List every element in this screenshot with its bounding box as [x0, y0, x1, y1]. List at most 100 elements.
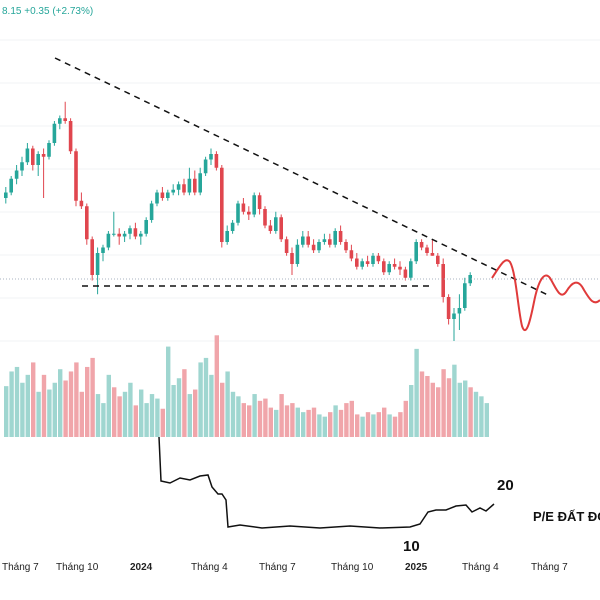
- volume-bar: [279, 394, 284, 437]
- candle-body: [68, 121, 73, 152]
- x-tick-label: Tháng 10: [331, 562, 374, 573]
- volume-bar: [166, 346, 171, 437]
- candle-body: [344, 242, 348, 251]
- volume-bar: [68, 371, 74, 437]
- candle: [193, 170, 197, 196]
- volume-bar: [452, 364, 457, 437]
- candle-body: [101, 247, 105, 253]
- candle: [398, 261, 402, 275]
- candle: [371, 253, 375, 267]
- candle-body: [322, 239, 327, 242]
- candle: [306, 231, 310, 248]
- volume-bar: [14, 366, 20, 437]
- candle: [25, 143, 30, 165]
- volume-bar: [203, 357, 209, 437]
- candle-body: [274, 217, 278, 231]
- candle-body: [14, 170, 19, 179]
- volume-bar: [290, 403, 295, 437]
- candle: [155, 189, 159, 207]
- pe-low-label: 10: [403, 538, 420, 555]
- candle: [122, 231, 127, 242]
- volume-bar: [171, 385, 176, 437]
- candle: [463, 277, 467, 311]
- candle-body: [241, 203, 246, 212]
- candle-body: [155, 192, 159, 204]
- candle: [101, 244, 105, 262]
- candle: [225, 225, 229, 245]
- candle: [58, 115, 62, 130]
- candle-body: [355, 258, 359, 267]
- candle-body: [112, 233, 116, 235]
- candle: [230, 220, 235, 234]
- candle-body: [365, 261, 370, 264]
- volume-bar: [144, 403, 149, 437]
- candle-body: [85, 206, 89, 240]
- candle-body: [425, 247, 429, 253]
- candle: [322, 233, 327, 245]
- candle-body: [9, 178, 13, 193]
- candle-body: [117, 233, 121, 237]
- volume-bar: [247, 405, 252, 437]
- volume-bar: [387, 414, 392, 437]
- candle: [344, 239, 348, 253]
- volume-bar: [333, 405, 338, 437]
- candle-body: [90, 239, 94, 275]
- candle-body: [31, 148, 35, 165]
- volume-bar: [419, 371, 425, 437]
- candle: [409, 258, 413, 281]
- candle: [139, 231, 143, 245]
- candle-body: [41, 154, 46, 157]
- candle: [198, 167, 202, 196]
- volume-bar: [122, 391, 128, 437]
- candle-body: [441, 264, 445, 297]
- candle-body: [446, 297, 451, 319]
- candle-body: [106, 233, 111, 248]
- candle: [68, 118, 73, 154]
- volume-bar: [20, 382, 25, 437]
- candle-body: [4, 192, 8, 198]
- candle: [209, 148, 213, 165]
- volume-bar: [436, 387, 441, 437]
- candle: [349, 244, 354, 262]
- volume-bar: [31, 362, 36, 437]
- candle: [247, 206, 251, 220]
- volume-bar: [220, 382, 225, 437]
- candle-body: [387, 264, 391, 273]
- candle-body: [187, 178, 192, 193]
- candle-body: [203, 159, 208, 174]
- x-tick-label: Tháng 7: [2, 562, 39, 573]
- volume-bar: [133, 405, 138, 437]
- candle-body: [430, 253, 435, 256]
- volume-bar: [41, 374, 47, 437]
- candle-body: [47, 143, 51, 157]
- candle: [52, 121, 57, 146]
- candle-body: [166, 192, 170, 198]
- volume-bar: [139, 389, 144, 437]
- candle-body: [306, 236, 310, 245]
- volume-bar: [198, 362, 203, 437]
- candle: [387, 261, 391, 275]
- candle: [360, 258, 364, 270]
- volume-bar: [301, 412, 306, 437]
- volume-bar: [473, 391, 479, 437]
- candle-body: [463, 283, 467, 308]
- candle: [106, 231, 111, 251]
- candle: [112, 211, 116, 237]
- volume-bar: [376, 412, 381, 437]
- volume-bar: [209, 374, 214, 437]
- candle-body: [338, 231, 343, 242]
- candle-body: [220, 167, 224, 242]
- volume-bar: [85, 366, 90, 437]
- candle: [457, 294, 462, 330]
- candle: [85, 203, 89, 245]
- candle-body: [149, 203, 154, 220]
- volume-bar: [36, 391, 41, 437]
- candle: [214, 151, 219, 171]
- volume-bar: [349, 400, 354, 437]
- volume-bar: [463, 380, 468, 437]
- volume-bar: [479, 396, 484, 437]
- volume-bar: [236, 396, 241, 437]
- volume-bar: [457, 382, 462, 437]
- volume-bar: [398, 412, 403, 437]
- candle: [436, 253, 440, 267]
